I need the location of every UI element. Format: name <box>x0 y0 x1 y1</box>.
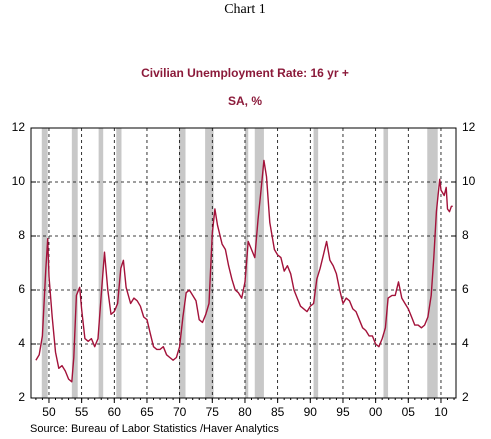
x-tick-label: 55 <box>75 405 89 419</box>
x-tick-label: 90 <box>304 405 318 419</box>
y-tick-label: 4 <box>18 336 25 350</box>
plot-frame <box>30 127 457 399</box>
x-tick-label: 60 <box>108 405 122 419</box>
recession-band <box>98 128 104 398</box>
recession-band <box>41 128 48 398</box>
x-tick-label: 00 <box>369 405 383 419</box>
recession-band <box>205 128 214 398</box>
chart-title: Civilian Unemployment Rate: 16 yr + <box>141 66 349 80</box>
recession-band <box>254 128 264 398</box>
y2-tick-label: 10 <box>462 174 476 188</box>
page-header: Chart 1 <box>224 2 266 17</box>
x-tick-label: 50 <box>42 405 56 419</box>
recession-band <box>71 128 78 398</box>
x-tick-label: 95 <box>336 405 350 419</box>
y-tick-label: 8 <box>18 228 25 242</box>
y2-tick-label: 6 <box>462 282 469 296</box>
y2-tick-label: 12 <box>462 120 476 134</box>
recession-band <box>383 128 389 398</box>
x-tick-label: 10 <box>434 405 448 419</box>
x-tick-label: 85 <box>271 405 285 419</box>
x-tick-label: 80 <box>238 405 252 419</box>
recession-band <box>313 128 319 398</box>
y2-tick-label: 4 <box>462 336 469 350</box>
x-tick-label: 75 <box>206 405 220 419</box>
source-note: Source: Bureau of Labor Statistics /Have… <box>30 423 279 435</box>
y2-tick-label: 8 <box>462 228 469 242</box>
recession-band <box>178 128 186 398</box>
recession-band <box>116 128 122 398</box>
x-tick-label: 05 <box>402 405 416 419</box>
recession-band <box>427 128 438 398</box>
line-series <box>35 159 453 383</box>
y-tick-label: 6 <box>18 282 25 296</box>
chart-subtitle: SA, % <box>228 94 262 108</box>
y2-tick-label: 2 <box>462 390 469 404</box>
x-tick-label: 65 <box>140 405 154 419</box>
y-tick-label: 10 <box>12 174 26 188</box>
x-tick-label: 70 <box>173 405 187 419</box>
y-tick-label: 2 <box>18 390 25 404</box>
y-tick-label: 12 <box>12 120 26 134</box>
